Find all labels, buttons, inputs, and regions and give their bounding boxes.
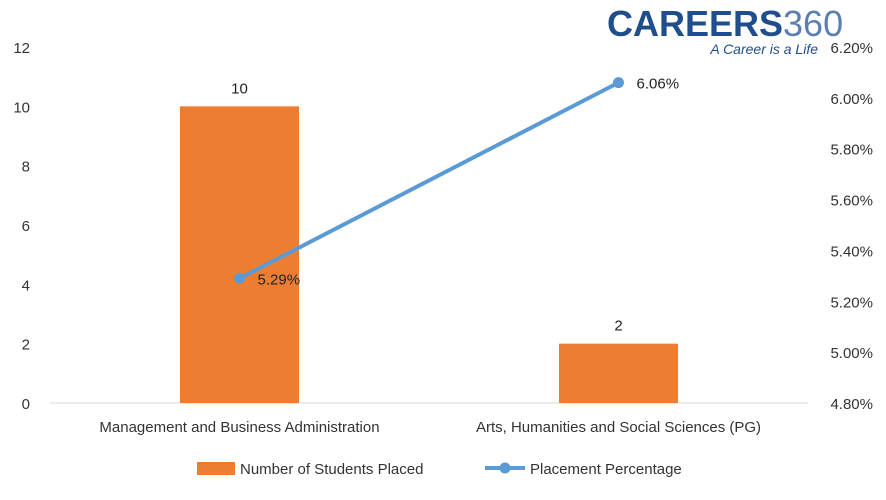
legend-label-bar: Number of Students Placed	[240, 461, 423, 478]
left-axis-tick-label: 2	[22, 337, 30, 354]
legend: Number of Students Placed Placement Perce…	[197, 461, 682, 478]
right-axis-tick-label: 6.20%	[830, 40, 873, 57]
bar-data-label: 2	[614, 318, 622, 335]
right-axis-tick-label: 4.80%	[830, 396, 873, 413]
line-point	[613, 77, 624, 89]
left-axis-tick-label: 6	[22, 218, 30, 235]
right-axis-tick-label: 5.40%	[830, 243, 873, 260]
left-axis-tick-label: 0	[22, 396, 30, 413]
left-axis-tick-label: 8	[22, 159, 30, 176]
line-path	[237, 80, 621, 281]
left-axis-tick-label: 12	[13, 40, 30, 57]
right-axis-tick-label: 5.80%	[830, 142, 873, 159]
left-axis-tick-label: 4	[22, 277, 30, 294]
right-axis-tick-label: 5.00%	[830, 345, 873, 362]
legend-swatch-marker	[499, 462, 511, 474]
logo-tagline: A Career is a Life	[709, 41, 818, 57]
legend-swatch-bar	[197, 462, 235, 475]
data-labels: 10 2 5.29% 6.06%	[231, 76, 679, 335]
legend-label-line: Placement Percentage	[530, 461, 682, 478]
axes: 0 2 4 6 8 10 12 4.80% 5.00% 5.20% 5.40% 5.60% 5.80% 6…	[13, 40, 873, 436]
right-axis-tick-label: 5.20%	[830, 294, 873, 311]
line-data-label: 5.29%	[258, 271, 301, 288]
right-axis-tick-label: 5.60%	[830, 193, 873, 210]
right-axis-tick-label: 6.00%	[830, 91, 873, 108]
logo-text: CAREERS360	[607, 3, 843, 44]
line-data-label: 6.06%	[637, 76, 680, 93]
bar-series	[180, 106, 678, 403]
category-label: Arts, Humanities and Social Sciences (PG…	[476, 419, 761, 436]
bar-data-label: 10	[231, 80, 248, 97]
left-axis-tick-label: 10	[13, 99, 30, 116]
bar	[180, 106, 299, 403]
line-point	[234, 272, 245, 284]
careers360-logo: CAREERS360 A Career is a Life	[607, 3, 843, 57]
category-label: Management and Business Administration	[99, 419, 379, 436]
logo-bold-text: CAREERS	[607, 3, 783, 44]
bar	[559, 343, 678, 403]
logo-light-text: 360	[783, 3, 843, 44]
line-series	[234, 77, 624, 284]
